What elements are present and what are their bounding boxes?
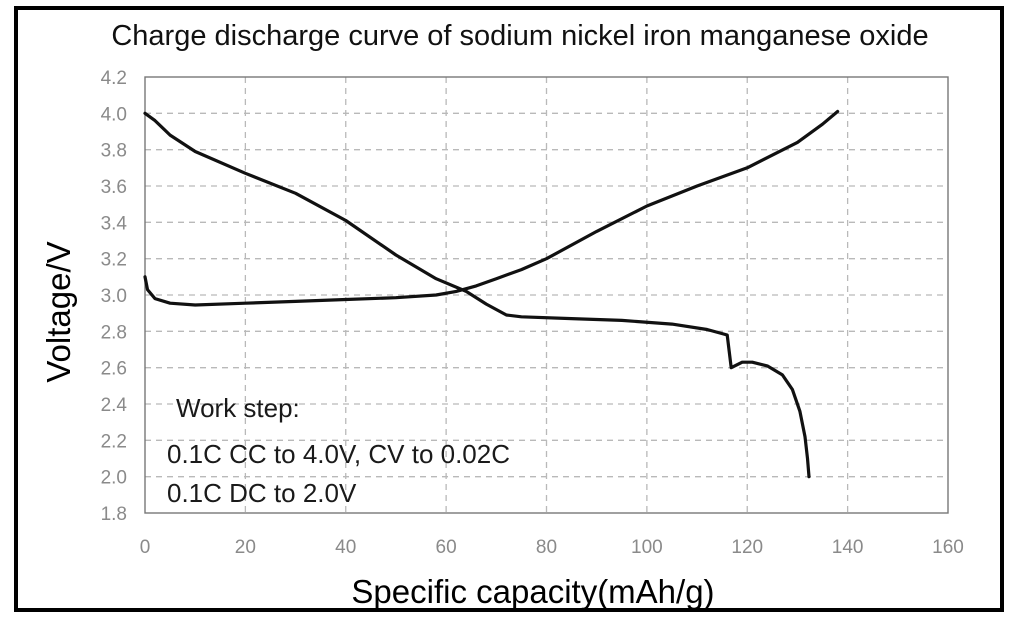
x-tick-label: 140 xyxy=(832,537,864,558)
y-tick-label: 3.0 xyxy=(101,286,127,307)
annotation-discharge-step: 0.1C DC to 2.0V xyxy=(167,478,357,508)
annotation-work-step: Work step: xyxy=(176,393,300,423)
y-tick-label: 4.2 xyxy=(101,68,127,89)
y-tick-label: 3.2 xyxy=(101,250,127,271)
tick-labels: 0 20 40 60 80 100 120 140 160 1.8 2.0 2.2 2.4 2.6 2.8 3… xyxy=(101,68,964,558)
charge-curve xyxy=(143,109,840,307)
discharge-curve xyxy=(143,111,811,479)
y-axis-title: Voltage/V xyxy=(40,241,77,382)
x-tick-label: 160 xyxy=(932,537,964,558)
plot-area-border xyxy=(144,76,949,514)
y-tick-label: 4.0 xyxy=(101,104,127,125)
y-tick-label: 2.4 xyxy=(101,395,128,416)
y-tick-label: 1.8 xyxy=(101,504,127,525)
chart-title: Charge discharge curve of sodium nickel … xyxy=(111,20,928,52)
y-tick-label: 2.0 xyxy=(101,468,127,489)
x-tick-label: 0 xyxy=(140,537,151,558)
x-tick-label: 40 xyxy=(335,537,356,558)
x-tick-label: 60 xyxy=(436,537,457,558)
x-axis-title: Specific capacity(mAh/g) xyxy=(351,573,714,610)
y-tick-label: 2.2 xyxy=(101,431,127,452)
y-tick-label: 3.8 xyxy=(101,141,127,162)
y-tick-label: 3.6 xyxy=(101,177,127,198)
x-tick-label: 100 xyxy=(631,537,663,558)
series-layer xyxy=(143,109,840,479)
y-tick-label: 2.8 xyxy=(101,322,127,343)
annotation-charge-step: 0.1C CC to 4.0V, CV to 0.02C xyxy=(167,439,510,469)
chart-frame xyxy=(14,6,1004,612)
x-tick-label: 20 xyxy=(235,537,256,558)
y-tick-label: 3.4 xyxy=(101,213,128,234)
x-tick-label: 80 xyxy=(536,537,557,558)
y-tick-label: 2.6 xyxy=(101,359,127,380)
x-tick-label: 120 xyxy=(731,537,763,558)
